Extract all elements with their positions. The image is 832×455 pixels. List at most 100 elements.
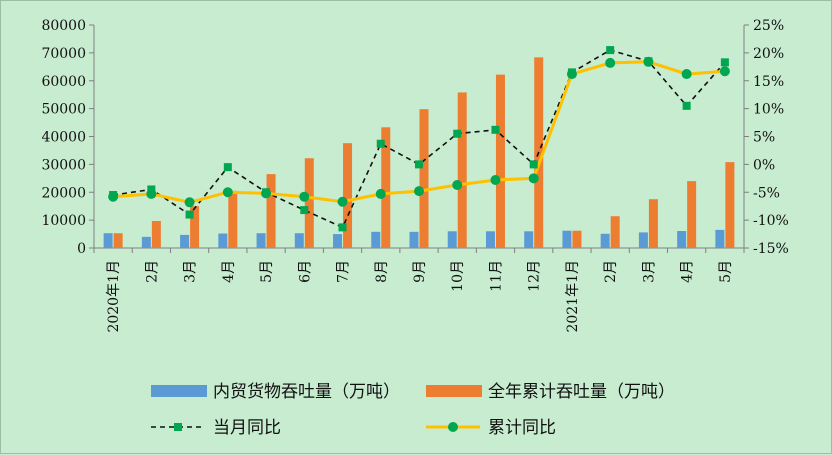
bar-cumulative-throughput — [228, 190, 238, 248]
marker-cumulative-yoy — [414, 186, 424, 197]
marker-cumulative-yoy — [452, 180, 463, 191]
bar-domestic-throughput — [333, 234, 343, 248]
bar-cumulative-throughput — [266, 174, 276, 248]
x-tick-label: 3月 — [183, 260, 199, 283]
legend-swatch — [151, 385, 207, 397]
marker-monthly-yoy — [223, 163, 232, 172]
bar-cumulative-throughput — [725, 162, 735, 248]
left-tick-label: 20000 — [41, 185, 86, 201]
bar-domestic-throughput — [141, 236, 151, 248]
marker-cumulative-yoy — [605, 57, 616, 68]
right-tick-label: -15% — [753, 241, 789, 257]
marker-monthly-yoy — [606, 46, 615, 55]
x-tick-label: 2月 — [603, 260, 619, 283]
bar-domestic-throughput — [409, 231, 419, 248]
x-tick-label: 2月 — [144, 260, 160, 283]
left-tick-label: 50000 — [41, 102, 86, 118]
x-tick-label: 2020年1月 — [106, 260, 122, 333]
marker-cumulative-yoy — [222, 187, 233, 198]
marker-cumulative-yoy — [337, 196, 348, 207]
right-tick-label: 5% — [753, 130, 775, 146]
bar-domestic-throughput — [103, 233, 113, 248]
marker-monthly-yoy — [376, 139, 385, 148]
x-tick-label: 12月 — [527, 260, 543, 292]
bar-domestic-throughput — [180, 234, 190, 248]
marker-cumulative-yoy — [643, 56, 654, 67]
marker-monthly-yoy — [682, 101, 691, 110]
bar-cumulative-throughput — [304, 158, 314, 248]
marker-cumulative-yoy — [528, 173, 539, 184]
marker-cumulative-yoy — [108, 191, 119, 202]
right-tick-label: 0% — [753, 157, 775, 173]
marker-cumulative-yoy — [146, 188, 157, 199]
marker-cumulative-yoy — [566, 69, 577, 80]
x-tick-label: 4月 — [680, 260, 696, 283]
bar-cumulative-throughput — [572, 230, 582, 248]
bar-cumulative-throughput — [113, 233, 123, 248]
x-tick-label: 9月 — [412, 260, 428, 283]
x-tick-label: 7月 — [336, 260, 352, 283]
bar-domestic-throughput — [524, 231, 534, 248]
line-monthly-yoy — [113, 49, 726, 229]
marker-cumulative-yoy — [184, 197, 195, 208]
right-tick-label: -5% — [753, 185, 780, 201]
marker-cumulative-yoy — [261, 188, 272, 199]
bar-domestic-throughput — [294, 233, 304, 248]
bar-domestic-throughput — [256, 233, 266, 248]
marker-cumulative-yoy — [375, 188, 386, 199]
legend-marker — [448, 422, 458, 432]
marker-monthly-yoy — [529, 160, 538, 169]
bar-domestic-throughput — [562, 230, 572, 248]
bar-domestic-throughput — [715, 229, 725, 248]
x-tick-label: 2021年1月 — [565, 260, 581, 333]
marker-monthly-yoy — [720, 58, 729, 67]
bar-domestic-throughput — [485, 231, 495, 248]
bar-cumulative-throughput — [610, 216, 620, 248]
left-tick-label: 80000 — [41, 18, 86, 34]
legend-label: 当月同比 — [213, 418, 281, 438]
bar-domestic-throughput — [447, 231, 457, 248]
legend-marker — [174, 423, 182, 431]
marker-monthly-yoy — [453, 129, 462, 138]
bar-domestic-throughput — [677, 230, 687, 248]
bar-domestic-throughput — [600, 233, 610, 248]
x-tick-label: 5月 — [718, 260, 734, 283]
x-tick-label: 10月 — [450, 260, 466, 292]
legend-swatch — [426, 385, 482, 397]
bar-domestic-throughput — [218, 233, 228, 248]
bar-cumulative-throughput — [419, 109, 429, 249]
right-tick-label: 15% — [753, 74, 784, 90]
bar-cumulative-throughput — [457, 92, 467, 249]
marker-cumulative-yoy — [299, 191, 310, 202]
bar-cumulative-throughput — [151, 220, 161, 248]
marker-cumulative-yoy — [490, 174, 501, 185]
marker-monthly-yoy — [300, 206, 309, 215]
legend-label: 全年累计吞吐量（万吨） — [488, 382, 675, 402]
marker-monthly-yoy — [338, 223, 347, 232]
right-tick-label: 20% — [753, 46, 784, 62]
line-cumulative-yoy — [113, 60, 725, 204]
x-tick-label: 11月 — [488, 260, 504, 292]
bar-cumulative-throughput — [495, 74, 505, 249]
right-tick-label: 25% — [753, 18, 784, 34]
right-tick-label: -10% — [753, 213, 789, 229]
bar-cumulative-throughput — [343, 143, 353, 248]
left-tick-label: 10000 — [41, 213, 86, 229]
right-tick-label: 10% — [753, 102, 784, 118]
x-tick-label: 4月 — [221, 260, 237, 283]
left-tick-label: 60000 — [41, 74, 86, 90]
bar-domestic-throughput — [371, 231, 381, 248]
marker-cumulative-yoy — [681, 69, 692, 80]
bar-cumulative-throughput — [687, 181, 697, 248]
bar-cumulative-throughput — [648, 199, 658, 248]
x-tick-label: 8月 — [374, 260, 390, 283]
bar-domestic-throughput — [638, 232, 648, 248]
left-tick-label: 0 — [77, 241, 86, 257]
legend-label: 内贸货物吞吐量（万吨） — [213, 382, 400, 402]
left-tick-label: 70000 — [41, 46, 86, 62]
bar-cumulative-throughput — [381, 127, 391, 248]
marker-monthly-yoy — [491, 125, 500, 134]
marker-monthly-yoy — [185, 210, 194, 219]
x-tick-label: 3月 — [641, 260, 657, 283]
